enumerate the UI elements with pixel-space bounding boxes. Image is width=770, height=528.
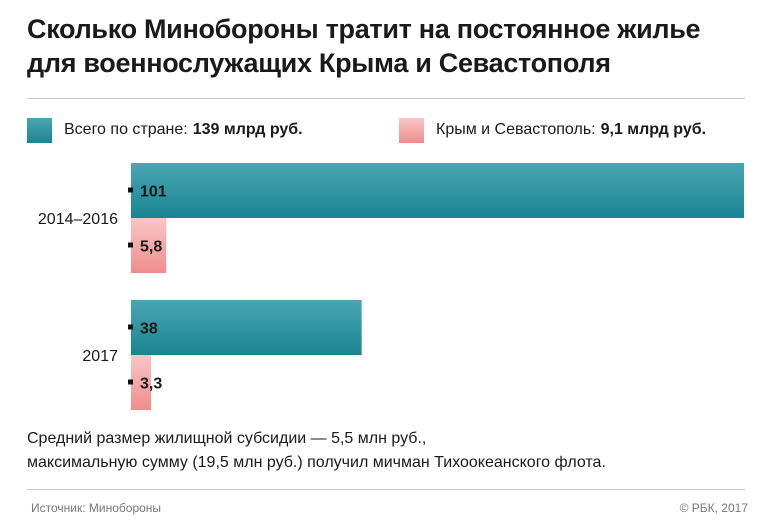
legend-item-total: Всего по стране: 139 млрд руб. bbox=[27, 117, 303, 143]
bar-total-2014-2016 bbox=[131, 163, 744, 218]
title-line-2: для военнослужащих Крыма и Севастополя bbox=[27, 48, 611, 78]
footnote: Средний размер жилищной субсидии — 5,5 м… bbox=[27, 427, 606, 475]
legend-label-total: Всего по стране: bbox=[64, 121, 188, 138]
footnote-line-1: Средний размер жилищной субсидии — 5,5 м… bbox=[27, 430, 427, 447]
top-divider bbox=[27, 98, 745, 99]
legend-value-total: 139 млрд руб. bbox=[192, 121, 303, 138]
footnote-line-2: максимальную сумму (19,5 млн руб.) получ… bbox=[27, 454, 606, 471]
bar-total-2017 bbox=[131, 300, 362, 355]
category-label-2017: 2017 bbox=[82, 348, 118, 365]
bar-crimea-2014-2016 bbox=[131, 218, 167, 273]
bottom-divider bbox=[27, 489, 745, 490]
category-label-2014-2016: 2014–2016 bbox=[38, 211, 118, 228]
source-note: Источник: Минобороны bbox=[31, 501, 162, 515]
legend-value-crimea: 9,1 млрд руб. bbox=[600, 121, 707, 138]
data-label-total-2014-2016: 101 bbox=[140, 184, 167, 201]
bar-tick-marker bbox=[128, 187, 133, 193]
title-line-1: Сколько Минобороны тратит на постоянное … bbox=[27, 14, 701, 44]
legend-label-crimea: Крым и Севастополь: bbox=[436, 121, 596, 138]
credit-note: © РБК, 2017 bbox=[679, 501, 748, 515]
legend-swatch-crimea bbox=[399, 117, 424, 143]
bar-crimea-2017 bbox=[131, 355, 152, 410]
data-label-total-2017: 38 bbox=[140, 321, 158, 338]
bar-tick-marker bbox=[128, 379, 133, 385]
legend-swatch-total bbox=[27, 117, 52, 143]
chart-title: Сколько Минобороны тратит на постоянное … bbox=[27, 12, 757, 80]
legend-item-crimea: Крым и Севастополь: 9,1 млрд руб. bbox=[399, 117, 706, 143]
data-label-crimea-2017: 3,3 bbox=[140, 376, 162, 393]
data-label-crimea-2014-2016: 5,8 bbox=[140, 239, 162, 256]
bar-chart: 2014–2016 101 5,8 2017 38 3,3 bbox=[38, 163, 744, 410]
bar-tick-marker bbox=[128, 242, 133, 248]
bar-tick-marker bbox=[128, 324, 133, 330]
